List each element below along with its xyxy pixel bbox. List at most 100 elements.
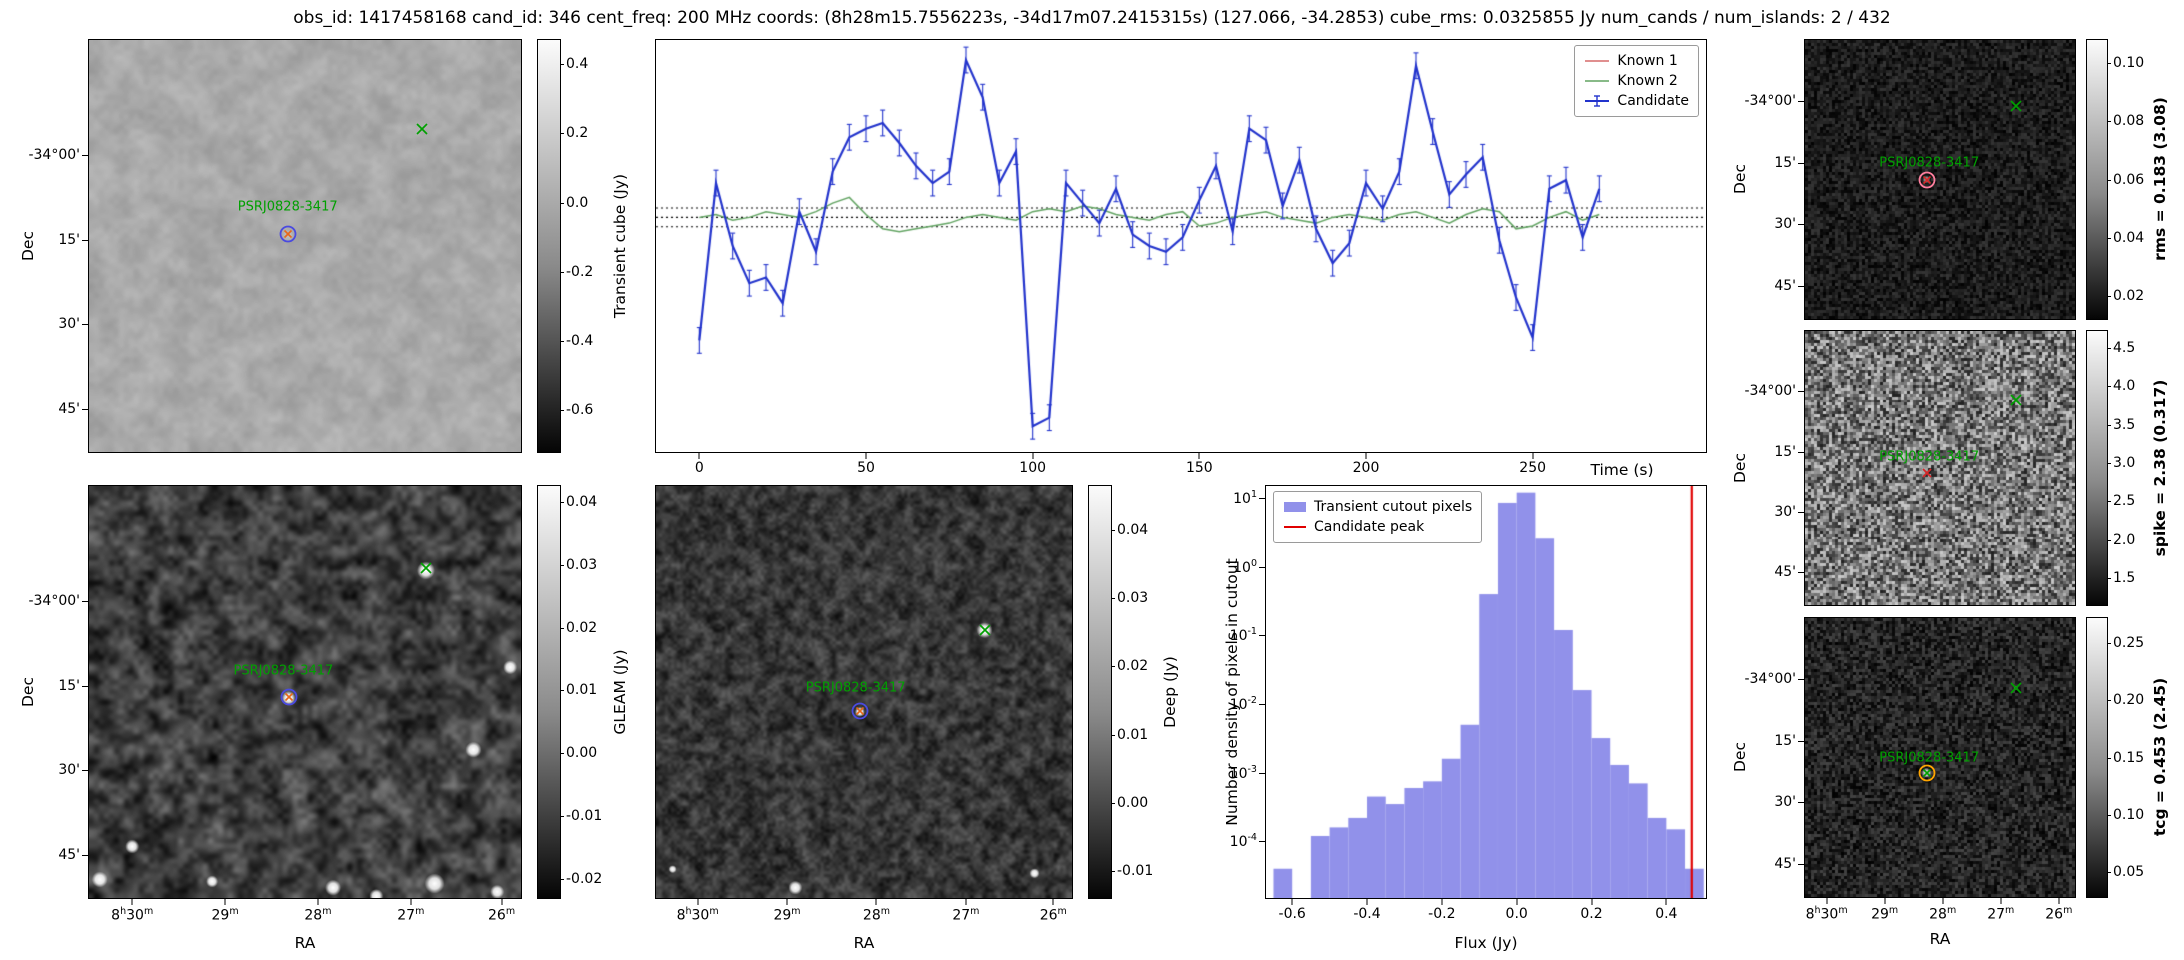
ra-tick-mark: [317, 898, 319, 905]
transient-cube-overlay: PSRJ0828-3417: [89, 40, 521, 452]
source-label: PSRJ0828-3417: [805, 680, 906, 696]
source-label: PSRJ0828-3417: [1879, 750, 1980, 765]
ra-tick-label: 26m: [1039, 906, 1067, 924]
ra-tick-mark: [1052, 898, 1054, 905]
colorbar-tick-mark: [1111, 734, 1115, 736]
time-tick-mark: [1032, 452, 1034, 459]
ra-tick-label: 8h30m: [676, 906, 719, 924]
dec-tick-label: 15': [58, 231, 80, 248]
candidate-errorbar-icon: [1585, 95, 1610, 107]
colorbar-tick-mark: [560, 133, 564, 135]
dec-tick-mark: [1798, 285, 1805, 287]
colorbar-tick-label: 0.04: [1117, 522, 1149, 539]
time-tick-label: 200: [1352, 460, 1380, 476]
ra-tick-label: 8h30m: [111, 906, 154, 924]
colorbar-tick-label: 0.02: [2113, 287, 2145, 304]
dec-tick-mark: [1798, 101, 1805, 103]
source-label: PSRJ0828-3417: [1879, 155, 1980, 171]
colorbar-tick-mark: [1111, 530, 1115, 532]
colorbar-tick-label: 0.02: [566, 619, 598, 636]
candidate-peak-line-icon: [1284, 526, 1306, 528]
dec-tick-label: -34°00': [28, 593, 80, 610]
deep-overlay: PSRJ0828-3417: [656, 486, 1072, 898]
density-tick-mark: [1259, 772, 1266, 774]
colorbar-tick-label: 0.01: [566, 682, 598, 699]
dec-tick-label: 30': [58, 316, 80, 333]
colorbar-tick-label: 0.08: [2113, 113, 2145, 130]
colorbar-tick-mark: [2107, 501, 2111, 503]
density-tick-label: 100: [1233, 557, 1257, 576]
dec-tick-label: -34°00': [28, 147, 80, 164]
flux-tick-label: 0.2: [1580, 906, 1603, 922]
rms-colorbar-label: rms = 0.183 (3.08): [2151, 97, 2169, 261]
ra-tick-mark: [1884, 897, 1886, 904]
rms-colorbar-gradient: [2087, 40, 2107, 319]
tcg-colorbar: 0.25 0.20 0.15 0.10 0.05: [2086, 617, 2144, 898]
colorbar-tick-mark: [2107, 179, 2111, 181]
colorbar-tick-mark: [2107, 295, 2111, 297]
time-tick-mark: [865, 452, 867, 459]
known2-line-icon: [1585, 80, 1610, 82]
ra-tick-label: 28m: [1929, 905, 1957, 923]
density-tick-label: 10-2: [1229, 695, 1257, 713]
transient-colorbar: 0.4 0.2 0.0 -0.2 -0.4 -0.6: [537, 39, 593, 453]
spike-image: [1805, 331, 2075, 605]
x-marker-icon: [418, 561, 433, 576]
x-marker-icon: [2008, 680, 2023, 695]
dec-tick-label: -34°00': [1744, 671, 1796, 688]
ra-tick-mark: [786, 898, 788, 905]
colorbar-tick-mark: [2107, 871, 2111, 873]
dec-tick-label: 30': [1774, 216, 1796, 233]
colorbar-tick-label: 3.0: [2113, 455, 2136, 471]
legend-row-cutout-pixels: Transient cutout pixels: [1283, 497, 1472, 517]
colorbar-tick-mark: [560, 564, 564, 566]
histogram-patch-icon: [1284, 502, 1306, 512]
ra-tick-label: 8h30m: [1805, 905, 1848, 923]
legend-label-candidate-peak: Candidate peak: [1314, 519, 1425, 535]
deep-image: [656, 486, 1072, 898]
time-tick-label: 50: [857, 460, 875, 476]
deep-colorbar: 0.04 0.03 0.02 0.01 0.00 -0.01: [1088, 485, 1153, 899]
dec-tick-label: 30': [1774, 503, 1796, 520]
ra-tick-mark: [131, 898, 133, 905]
colorbar-tick-label: 0.05: [2113, 863, 2145, 880]
flux-tick-mark: [1516, 898, 1518, 905]
dec-tick-label: 45': [58, 846, 80, 863]
colorbar-tick-mark: [1111, 802, 1115, 804]
x-marker-icon: [977, 623, 992, 638]
source-label: PSRJ0828-3417: [237, 199, 338, 215]
colorbar-tick-mark: [1111, 598, 1115, 600]
density-tick-label: 101: [1233, 489, 1257, 507]
colorbar-tick-label: -0.2: [566, 263, 594, 280]
flux-tick-mark: [1665, 898, 1667, 905]
ra-axis-label: RA: [853, 934, 875, 952]
gleam-overlay: PSRJ0828-3417: [89, 486, 521, 898]
colorbar-tick-mark: [2107, 757, 2111, 759]
density-tick-mark: [1259, 841, 1266, 843]
colorbar-tick-label: 0.00: [566, 745, 598, 762]
legend-label-candidate: Candidate: [1617, 93, 1689, 109]
colorbar-tick-label: 0.03: [1117, 590, 1149, 607]
gleam-image: [89, 486, 521, 898]
time-tick-label: 100: [1019, 460, 1047, 476]
deep-panel: PSRJ0828-3417 8h30m 29m 28m 27m 26m: [655, 485, 1073, 924]
colorbar-tick-mark: [1111, 870, 1115, 872]
ra-tick-label: 29m: [773, 906, 801, 924]
density-tick-label: 10-1: [1229, 626, 1257, 645]
dec-tick-mark: [82, 324, 89, 326]
dec-tick-label: 45': [1774, 564, 1796, 581]
deep-colorbar-gradient: [1089, 486, 1111, 898]
ra-tick-mark: [875, 898, 877, 905]
flux-tick-mark: [1441, 898, 1443, 905]
density-tick-label: 10-3: [1229, 763, 1257, 782]
transient-colorbar-label: Transient cube (Jy): [611, 173, 629, 319]
time-tick-mark: [698, 452, 700, 459]
gleam-colorbar-label: GLEAM (Jy): [611, 649, 629, 735]
ra-tick-label: 27m: [952, 906, 980, 924]
colorbar-tick-mark: [2107, 578, 2111, 580]
dec-axis-label: Dec: [1731, 164, 1749, 194]
colorbar-tick-mark: [560, 202, 564, 204]
dec-tick-mark: [1798, 224, 1805, 226]
colorbar-tick-label: 0.01: [1117, 726, 1149, 743]
legend-label-known1: Known 1: [1617, 53, 1678, 69]
